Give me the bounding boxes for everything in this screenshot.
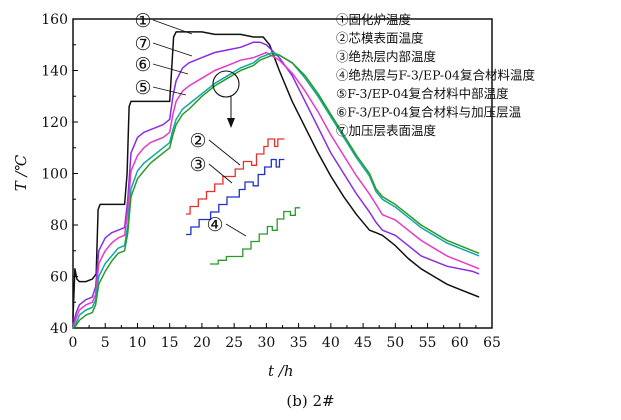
curve-leader-line (152, 63, 189, 75)
x-tick-label: 20 (193, 335, 211, 351)
series-line-s1 (72, 31, 480, 318)
inset-leader-line (225, 223, 247, 237)
x-tick-label: 5 (101, 335, 110, 351)
zoom-inset: ②③ ④ (186, 70, 301, 265)
zoom-circle (212, 70, 240, 98)
x-tick-label: 10 (129, 335, 147, 351)
curve-label: ⑥ (134, 54, 151, 76)
legend-entry: ③绝热层内部温度 (336, 49, 437, 64)
y-tick-label: 80 (50, 218, 68, 234)
curve-leader-line (152, 86, 187, 96)
x-tick-label: 35 (290, 335, 308, 351)
curve-label: ⑦ (134, 33, 151, 55)
y-tick-label: 160 (41, 12, 68, 28)
y-axis-label: T /℃ (12, 154, 30, 191)
inset-line-s4 (210, 207, 301, 265)
x-tick-label: 50 (386, 335, 404, 351)
legend-entry: ②芯模表面温度 (336, 31, 424, 46)
legend-entry: ⑥F-3/EP-04复合材料与加压层温 (336, 105, 522, 120)
y-tick-label: 100 (41, 167, 68, 183)
x-tick-label: 55 (419, 335, 437, 351)
inset-label: ④ (206, 214, 223, 236)
curve-leader-line (152, 19, 193, 35)
inset-label: ② (189, 130, 206, 152)
x-tick-label: 40 (322, 335, 340, 351)
legend: ①固化炉温度 ②芯模表面温度 ③绝热层内部温度 ④绝热层与F-3/EP-04复合材料温… (336, 12, 535, 138)
inset-line-s3 (186, 158, 285, 236)
x-tick-label: 15 (161, 335, 179, 351)
legend-entry: ④绝热层与F-3/EP-04复合材料温度 (336, 68, 535, 83)
curve-leader-line (152, 42, 193, 57)
inset-line-s2 (186, 138, 285, 215)
y-tick-label: 40 (50, 321, 68, 337)
inset-leader-line (208, 139, 241, 166)
series-line-s7 (72, 41, 480, 326)
inset-label: ③ (189, 154, 206, 176)
series-line-s4 (72, 54, 480, 329)
legend-entry: ⑦加压层表面温度 (336, 123, 437, 138)
inset-leader-line (208, 163, 233, 184)
series-line-s5 (72, 51, 480, 329)
curve-label: ⑤ (134, 77, 151, 99)
axis-ticks: 0 5 10 15 20 25 30 35 40 45 50 55 60 65 40 60 80 100 120 14… (41, 12, 501, 351)
x-tick-label: 65 (483, 335, 501, 351)
figure-caption: (b) 2# (286, 392, 335, 410)
y-tick-label: 140 (41, 64, 68, 80)
x-tick-label: 60 (451, 335, 469, 351)
x-tick-label: 45 (354, 335, 372, 351)
x-tick-label: 25 (225, 335, 243, 351)
legend-entry: ⑤F-3/EP-04复合材料中部温度 (336, 86, 509, 101)
y-tick-label: 120 (41, 115, 68, 131)
x-axis-label: t /h (268, 362, 294, 380)
x-tick-label: 30 (257, 335, 275, 351)
y-tick-label: 60 (50, 270, 68, 286)
x-tick-label: 0 (69, 335, 78, 351)
series-lines (72, 31, 480, 329)
curve-label: ① (134, 10, 151, 32)
series-line-s6 (72, 51, 480, 329)
zoom-arrowhead (227, 118, 235, 128)
legend-entry: ①固化炉温度 (336, 12, 412, 27)
